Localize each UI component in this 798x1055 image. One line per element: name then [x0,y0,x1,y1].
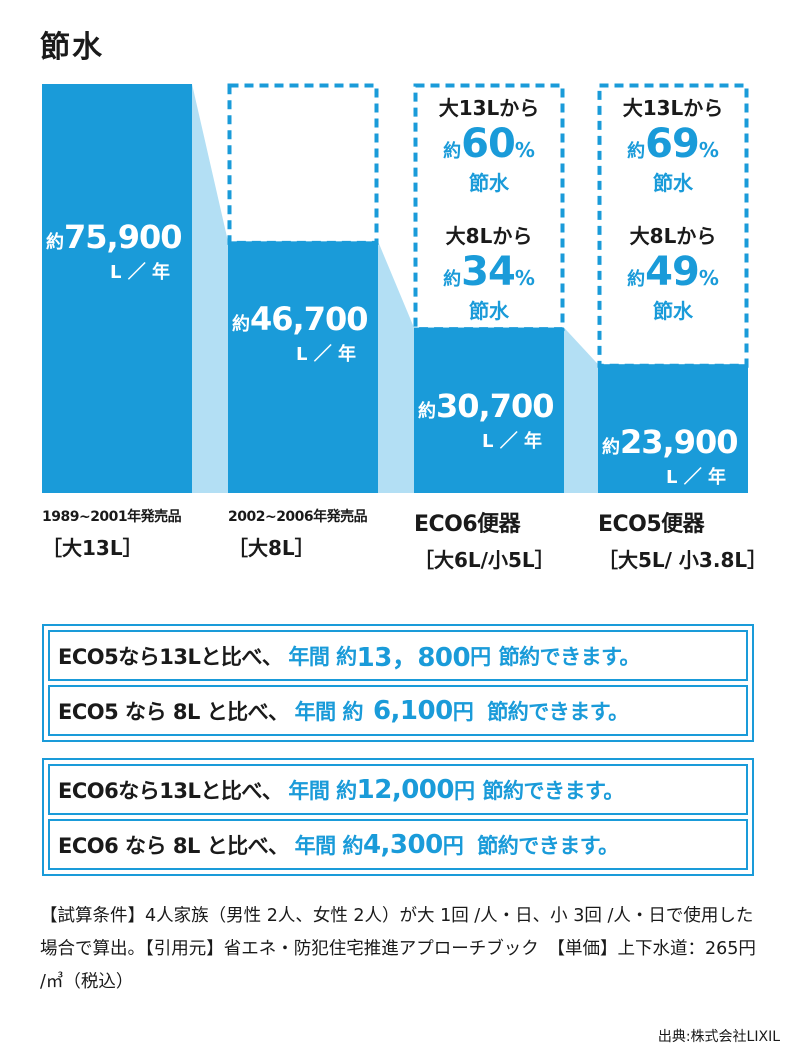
savings-annotation: 大8Lから 約49% 節水 [603,220,743,324]
bar-unit-label: L ／ 年 [482,430,543,452]
comparison-annual: 年間 約 [288,778,357,803]
percent-prefix: 約 [443,269,462,290]
savings-from: 大8Lから [629,224,717,248]
percent-sign: % [514,138,535,162]
savings-from: 大13Lから [438,96,540,120]
comparison-row: ECO6なら13Lと比べ、 年間 約 12,000 円 節約できます。 [48,764,748,815]
bar-unit-label: L ／ 年 [110,262,171,283]
comparison-row: ECO6 なら 8L と比べ、 年間 約 4,300 円 節約できます。 [48,819,748,870]
bar-value-label: 約23,900 [602,423,738,462]
bar-category: ECO5便器 ［大5L/ 小3.8L］ [598,506,767,573]
percent-sign: % [698,138,719,162]
calculation-note: 【試算条件】4人家族（男性 2人、女性 2人）が大 1回 /人・日、小 3回 /… [40,906,756,992]
category-name: 1989~2001年発売品 [42,509,182,525]
savings-percent: 約69% [603,121,743,167]
category-name: ECO6便器 [414,512,521,537]
value-bar [42,84,192,493]
category-spec: ［大13L］ [42,536,143,560]
comparison-yen: 円 [453,778,475,803]
value-number: 23,900 [620,423,738,462]
reference-outline [227,83,379,245]
value-number: 46,700 [250,300,368,339]
value-prefix: 約 [232,314,250,336]
savings-annotation: 大13Lから 約69% 節水 [603,92,743,196]
value-bar [228,241,378,493]
comparison-yen: 円 [470,644,491,669]
percent-value: 69 [645,121,700,167]
savings-annotation: 大13Lから 約60% 節水 [419,92,559,196]
savings-percent: 約60% [419,121,559,167]
value-bar [598,364,748,493]
category-name: ECO5便器 [598,512,705,537]
category-spec: ［大5L/ 小3.8L］ [598,548,768,572]
comparison-yen: 円 [442,833,464,858]
percent-prefix: 約 [627,141,646,162]
comparison-amount: 6,100 [372,695,453,726]
savings-label: 節水 [653,171,693,195]
source-credit: 出典:株式会社LIXIL [657,1029,780,1045]
savings-label: 節水 [653,299,693,323]
comparison-tail: 節約できます。 [477,833,619,858]
savings-label: 節水 [469,299,509,323]
savings-percent: 約34% [419,249,559,295]
comparison-amount: 13，800 [356,643,471,673]
comparison-lead: ECO5 なら 8L と比べ、 [58,699,289,724]
comparison-tail: 節約できます。 [487,699,629,724]
value-bar [414,327,564,493]
percent-prefix: 約 [627,269,646,290]
savings-annotation: 大8Lから 約34% 節水 [419,220,559,324]
value-prefix: 約 [418,400,436,422]
bar-connector [564,327,598,493]
eco5-comparison-box: ECO5なら13Lと比べ、 年間 約 13，800 円 節約できます。 ECO5… [42,624,754,742]
bar-category: ECO6便器 ［大6L/小5L］ [414,506,555,573]
comparison-lead: ECO6 なら 8L と比べ、 [58,833,289,858]
bar-unit-label: L ／ 年 [666,467,727,489]
value-prefix: 約 [602,437,620,459]
eco6-comparison-box: ECO6なら13Lと比べ、 年間 約 12,000 円 節約できます。 ECO6… [42,758,754,876]
category-spec: ［大6L/小5L］ [414,548,555,572]
comparison-row: ECO5なら13Lと比べ、 年間 約 13，800 円 節約できます。 [48,630,748,681]
bar-category: 1989~2001年発売品 ［大13L］ [42,506,182,561]
bar-category: 2002~2006年発売品 ［大8L］ [228,506,368,561]
comparison-lead: ECO5なら13Lと比べ、 [58,644,283,669]
comparison-amount: 4,300 [362,829,443,860]
page-title: 節水 [40,30,104,65]
percent-sign: % [698,266,719,290]
water-saving-chart [42,83,749,493]
bar-value-label: 約30,700 [418,386,554,425]
comparison-yen: 円 [452,699,474,724]
category-spec: ［大8L］ [228,536,315,560]
bar-unit-label: L ／ 年 [296,344,357,366]
comparison-row: ECO5 なら 8L と比べ、 年間 約 6,100 円 節約できます。 [48,685,748,736]
comparison-annual: 年間 約 [294,699,364,724]
percent-value: 60 [461,121,516,167]
value-prefix: 約 [46,232,64,253]
percent-value: 34 [461,249,516,295]
comparison-amount: 12,000 [356,774,455,805]
savings-from: 大13Lから [622,96,724,120]
bar-value-label: 約75,900 [46,218,182,256]
category-name: 2002~2006年発売品 [228,509,368,525]
bar-connector [378,241,414,493]
comparison-lead: ECO6なら13Lと比べ、 [58,778,283,803]
bar-value-label: 約46,700 [232,300,368,339]
comparison-tail: 節約できます。 [482,778,624,803]
savings-percent: 約49% [603,249,743,295]
savings-from: 大8Lから [445,224,533,248]
comparison-tail: 節約できます。 [498,644,641,669]
savings-label: 節水 [469,171,509,195]
comparison-annual: 年間 約 [294,833,364,858]
bar-connector [192,84,228,493]
percent-value: 49 [645,249,700,295]
percent-prefix: 約 [443,141,462,162]
value-number: 30,700 [436,386,554,425]
comparison-annual: 年間 約 [288,644,357,669]
percent-sign: % [514,266,535,290]
value-number: 75,900 [64,218,182,256]
